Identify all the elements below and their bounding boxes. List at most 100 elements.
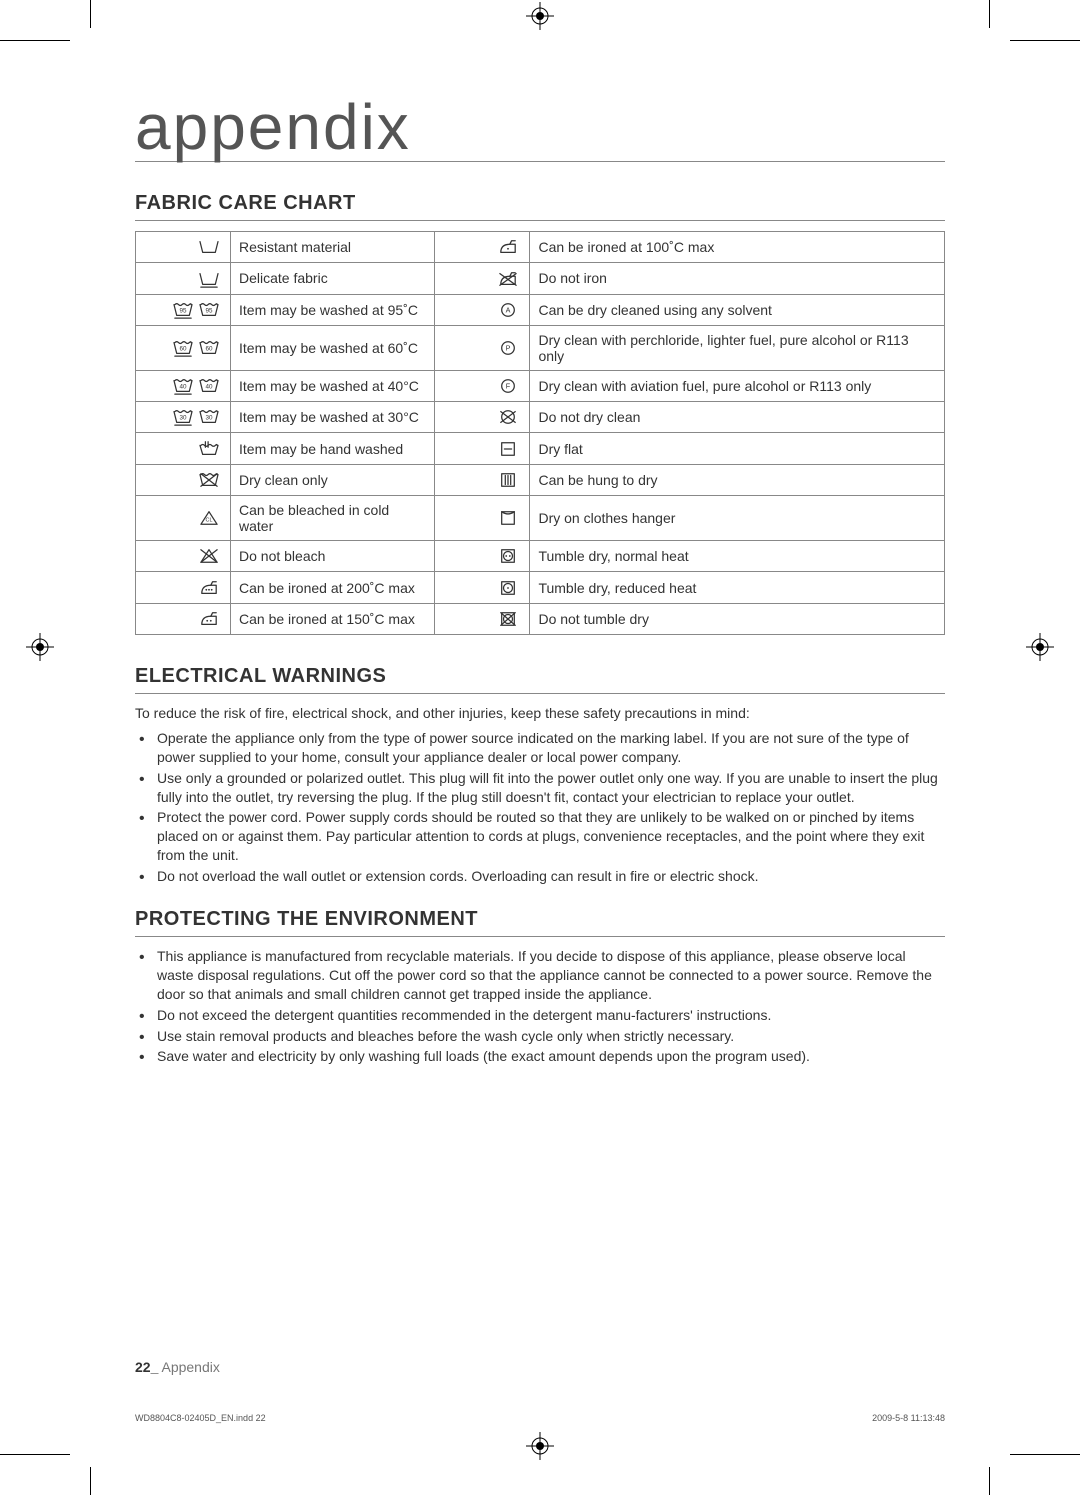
svg-text:P: P [506, 344, 511, 353]
care-icon-left [136, 433, 231, 464]
svg-text:40: 40 [180, 384, 188, 391]
registration-mark-icon [26, 633, 54, 661]
list-item: Use stain removal products and bleaches … [157, 1027, 945, 1046]
fabric-care-table: Resistant material Can be ironed at 100˚C… [135, 231, 945, 635]
environment-list: This appliance is manufactured from recy… [135, 947, 945, 1066]
crop-mark [1010, 40, 1080, 41]
care-icon-right [435, 433, 530, 464]
list-item: Do not overload the wall outlet or exten… [157, 867, 945, 886]
care-icon-right: A [435, 294, 530, 325]
table-row: Dry clean onlyCan be hung to dry [136, 464, 945, 495]
indd-date: 2009-5-8 11:13:48 [872, 1413, 945, 1423]
care-icon-right [435, 402, 530, 433]
care-icon-right [435, 496, 530, 541]
registration-mark-icon [526, 2, 554, 30]
care-icon-left [136, 263, 231, 294]
section-heading-environment: PROTECTING THE ENVIRONMENT [135, 908, 945, 937]
care-icon-left: CL [136, 496, 231, 541]
crop-mark [1010, 1454, 1080, 1455]
care-icon-right [435, 541, 530, 572]
indd-file: WD8804C8-02405D_EN.indd 22 [135, 1413, 266, 1423]
crop-mark [0, 1454, 70, 1455]
crop-mark [90, 1467, 91, 1495]
care-icon-left [136, 603, 231, 634]
table-row: Delicate fabric Do not iron [136, 263, 945, 294]
care-label-left: Resistant material [231, 232, 435, 263]
page-footer: 22_ Appendix [135, 1359, 220, 1375]
list-item: Operate the appliance only from the type… [157, 729, 945, 767]
care-label-right: Do not dry clean [530, 402, 945, 433]
table-row: Can be ironed at 200˚C max Tumble dry, re… [136, 572, 945, 603]
care-label-left: Dry clean only [231, 464, 435, 495]
care-label-right: Do not iron [530, 263, 945, 294]
care-icon-left [136, 464, 231, 495]
registration-mark-icon [1026, 633, 1054, 661]
table-row: Resistant material Can be ironed at 100˚C… [136, 232, 945, 263]
page-title: appendix [135, 95, 945, 162]
care-icon-left: 40 40 [136, 370, 231, 401]
care-icon-right [435, 572, 530, 603]
indesign-slug: WD8804C8-02405D_EN.indd 22 2009-5-8 11:1… [135, 1413, 945, 1423]
care-icon-right [435, 263, 530, 294]
svg-text:40: 40 [205, 384, 213, 391]
footer-label: Appendix [158, 1359, 220, 1375]
electrical-intro: To reduce the risk of fire, electrical s… [135, 704, 945, 723]
care-icon-left: 95 95 [136, 294, 231, 325]
care-label-right: Dry clean with perchloride, lighter fuel… [530, 325, 945, 370]
table-row: 30 30Item may be washed at 30°CDo not dr… [136, 402, 945, 433]
care-label-right: Can be ironed at 100˚C max [530, 232, 945, 263]
table-row: 95 95Item may be washed at 95˚CACan be d… [136, 294, 945, 325]
care-label-left: Do not bleach [231, 541, 435, 572]
table-row: 40 40Item may be washed at 40°CFDry clea… [136, 370, 945, 401]
care-label-right: Tumble dry, normal heat [530, 541, 945, 572]
crop-mark [989, 1467, 990, 1495]
care-label-left: Item may be washed at 30°C [231, 402, 435, 433]
table-row: Item may be hand washed Dry flat [136, 433, 945, 464]
svg-text:CL: CL [206, 518, 213, 524]
care-icon-left: 30 30 [136, 402, 231, 433]
care-icon-right [435, 464, 530, 495]
electrical-warnings-list: Operate the appliance only from the type… [135, 729, 945, 886]
care-label-left: Can be bleached in cold water [231, 496, 435, 541]
care-label-left: Item may be hand washed [231, 433, 435, 464]
crop-mark [0, 40, 70, 41]
page-number: 22_ [135, 1359, 158, 1375]
list-item: Protect the power cord. Power supply cor… [157, 808, 945, 865]
crop-mark [989, 0, 990, 28]
care-label-left: Item may be washed at 95˚C [231, 294, 435, 325]
care-label-right: Dry flat [530, 433, 945, 464]
section-heading-electrical: ELECTRICAL WARNINGS [135, 665, 945, 694]
list-item: Do not exceed the detergent quantities r… [157, 1006, 945, 1025]
care-label-left: Item may be washed at 40°C [231, 370, 435, 401]
svg-text:30: 30 [180, 415, 188, 422]
care-label-left: Item may be washed at 60˚C [231, 325, 435, 370]
care-label-left: Can be ironed at 200˚C max [231, 572, 435, 603]
svg-text:30: 30 [205, 415, 213, 422]
list-item: Save water and electricity by only washi… [157, 1047, 945, 1066]
list-item: Use only a grounded or polarized outlet.… [157, 769, 945, 807]
care-icon-right: P [435, 325, 530, 370]
table-row: 60 60Item may be washed at 60˚C P Dry clea… [136, 325, 945, 370]
care-icon-left [136, 572, 231, 603]
care-label-left: Delicate fabric [231, 263, 435, 294]
table-row: CL Can be bleached in cold water Dry on cl… [136, 496, 945, 541]
svg-text:95: 95 [205, 308, 213, 315]
svg-text:95: 95 [180, 308, 188, 315]
care-label-left: Can be ironed at 150˚C max [231, 603, 435, 634]
svg-text:60: 60 [180, 346, 188, 353]
care-label-right: Can be dry cleaned using any solvent [530, 294, 945, 325]
care-label-right: Dry on clothes hanger [530, 496, 945, 541]
list-item: This appliance is manufactured from recy… [157, 947, 945, 1004]
section-heading-fabric: FABRIC CARE CHART [135, 192, 945, 221]
care-label-right: Tumble dry, reduced heat [530, 572, 945, 603]
svg-text:A: A [506, 306, 511, 315]
care-icon-left: 60 60 [136, 325, 231, 370]
page-content: appendix FABRIC CARE CHART Resistant mat… [90, 40, 990, 1455]
care-icon-right: F [435, 370, 530, 401]
svg-text:F: F [506, 382, 511, 391]
care-icon-left [136, 541, 231, 572]
crop-mark [90, 0, 91, 28]
care-icon-right [435, 603, 530, 634]
care-icon-right [435, 232, 530, 263]
table-row: Do not bleach Tumble dry, normal heat [136, 541, 945, 572]
